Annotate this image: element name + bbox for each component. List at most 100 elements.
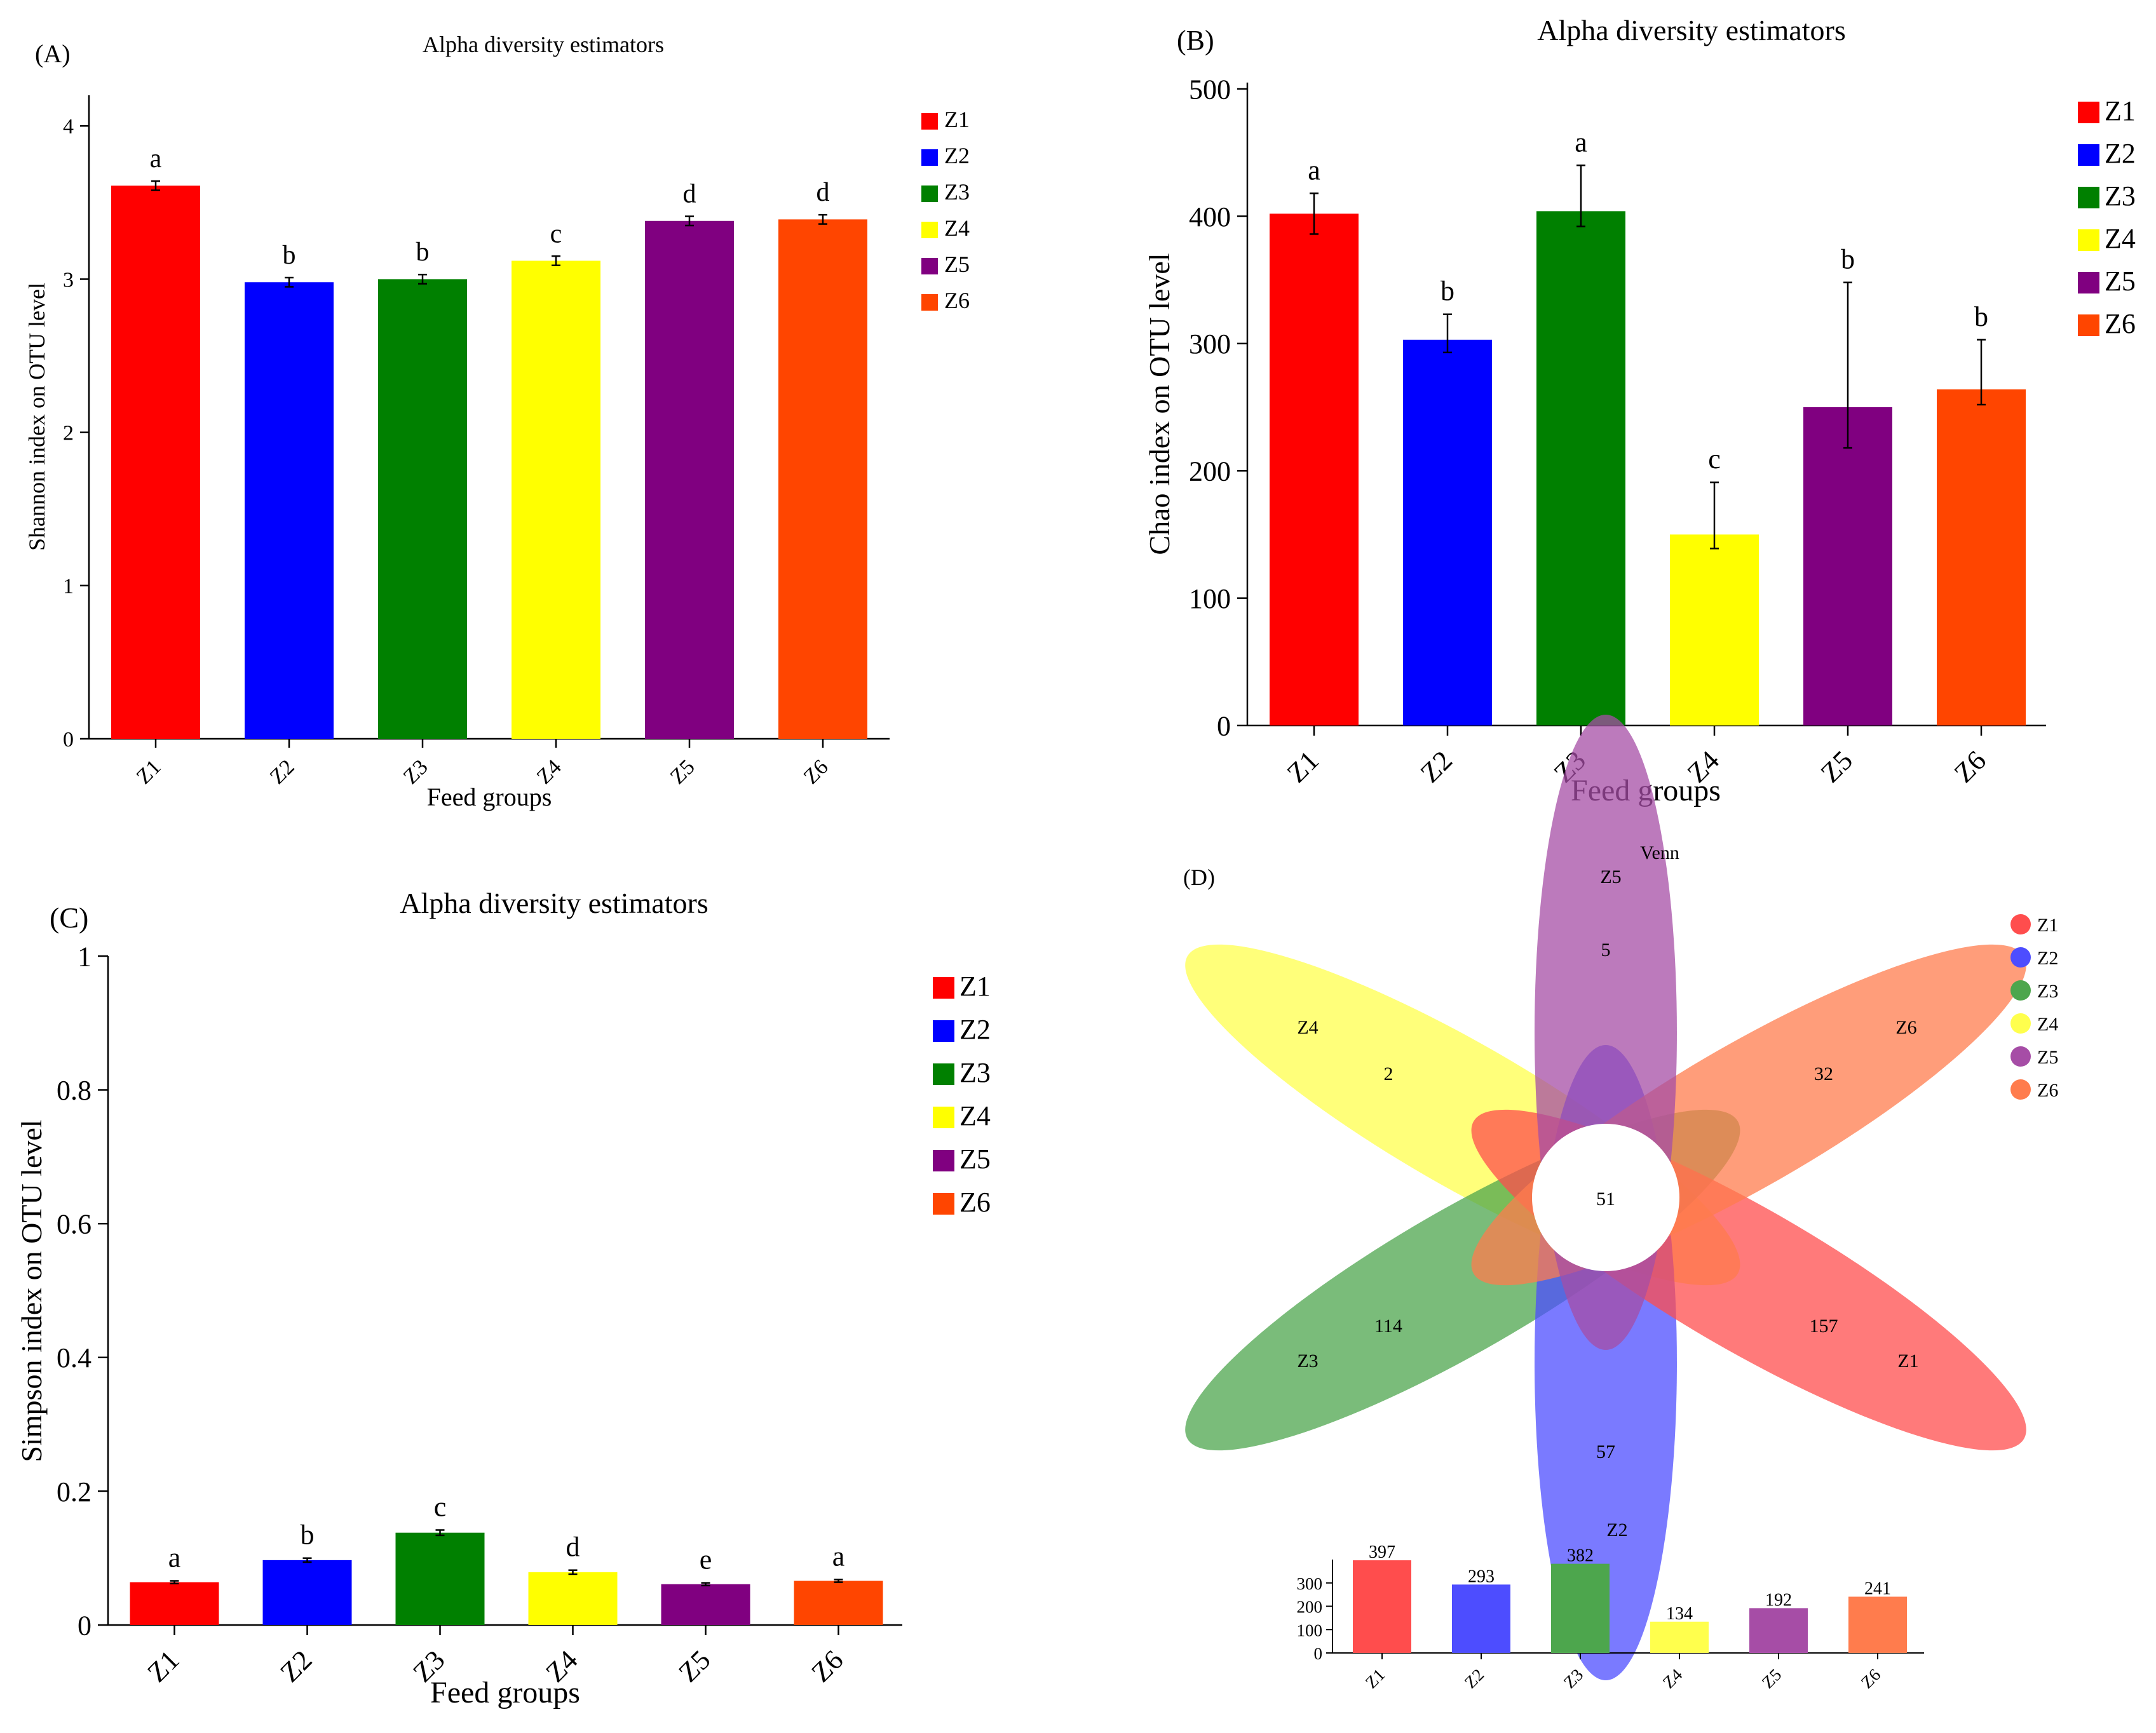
chart-a-bar — [245, 282, 334, 739]
chart-c-significance-label: d — [566, 1532, 580, 1563]
chart-c-bar — [528, 1572, 618, 1625]
venn-set-label: Z2 — [1606, 1520, 1627, 1541]
chart-c-y-tick-label: 0.2 — [57, 1476, 92, 1507]
panel-d-label: (D) — [1183, 865, 1215, 890]
chart-a-legend-label: Z6 — [944, 288, 970, 313]
chart-b-bar — [1536, 211, 1625, 725]
chart-c-y-label: Simpson index on OTU level — [15, 1119, 48, 1462]
chart-c-x-label: Feed groups — [430, 1676, 580, 1709]
chart-b-legend-label: Z3 — [2105, 180, 2136, 212]
venn-legend-marker — [2010, 914, 2031, 934]
chart-a-significance-label: d — [683, 180, 696, 209]
totals-x-tick-label: Z4 — [1659, 1665, 1686, 1692]
chart-c-significance-label: e — [700, 1544, 712, 1575]
totals-x-tick-label: Z2 — [1461, 1665, 1488, 1692]
chart-a-y-tick-label: 0 — [63, 728, 74, 752]
chart-a-legend-swatch — [921, 149, 938, 166]
chart-b-legend-swatch — [2078, 102, 2099, 123]
chart-c-significance-label: b — [301, 1520, 315, 1551]
chart-a-bar — [645, 220, 734, 739]
totals-bar-value: 293 — [1468, 1567, 1495, 1586]
venn-set-label: Z1 — [1897, 1351, 1918, 1372]
chart-b-legend-label: Z1 — [2105, 95, 2136, 126]
chart-c-bar — [395, 1532, 485, 1625]
totals-bar — [1749, 1608, 1808, 1653]
totals-bar — [1848, 1596, 1907, 1653]
venn-legend-marker — [2010, 1046, 2031, 1067]
chart-c-bar — [262, 1560, 352, 1625]
chart-c-legend-swatch — [933, 1020, 954, 1042]
chart-c-title: Alpha diversity estimators — [400, 887, 708, 919]
chart-b-bar — [1403, 339, 1492, 725]
chart-b-bar — [1803, 407, 1892, 725]
totals-bar-value: 134 — [1666, 1604, 1693, 1624]
totals-bar — [1353, 1560, 1411, 1653]
chart-b-x-tick-label: Z1 — [1281, 745, 1325, 788]
chart-a-legend-label: Z4 — [944, 215, 970, 241]
chart-b-legend-swatch — [2078, 229, 2099, 251]
chart-b-significance-label: b — [1441, 276, 1454, 307]
chart-a-legend-label: Z2 — [944, 143, 970, 168]
chart-a-legend-label: Z5 — [944, 252, 970, 277]
panel-b-label: (B) — [1177, 25, 1214, 56]
venn-legend-marker — [2010, 980, 2031, 1001]
chart-a-significance-label: d — [817, 178, 830, 207]
venn-legend-label: Z1 — [2037, 915, 2058, 936]
totals-x-tick-label: Z5 — [1758, 1665, 1785, 1692]
totals-bar-value: 192 — [1765, 1590, 1792, 1610]
chart-a-y-tick-label: 3 — [63, 268, 74, 292]
totals-bar — [1650, 1621, 1709, 1653]
chart-c-legend-swatch — [933, 1193, 954, 1215]
chart-a-y-tick-label: 4 — [63, 115, 74, 138]
venn-unique-count: 32 — [1814, 1063, 1833, 1084]
chart-a-significance-label: a — [150, 144, 162, 173]
chart-c-legend-label: Z6 — [959, 1187, 991, 1218]
chart-a-x-tick-label: Z1 — [132, 755, 166, 789]
chart-b-y-tick-label: 500 — [1189, 74, 1231, 105]
totals-y-tick-label: 200 — [1297, 1598, 1323, 1617]
chart-a-bar — [111, 185, 200, 739]
chart-a-legend-swatch — [921, 258, 938, 274]
chart-b-title: Alpha diversity estimators — [1537, 14, 1845, 46]
totals-x-tick-label: Z6 — [1857, 1665, 1884, 1692]
chart-a-y-tick-label: 1 — [63, 575, 74, 598]
chart-b-legend-swatch — [2078, 187, 2099, 208]
totals-x-tick-label: Z3 — [1560, 1665, 1587, 1692]
chart-c-legend-swatch — [933, 977, 954, 999]
chart-a-significance-label: c — [550, 219, 562, 248]
chart-c-bar — [130, 1582, 219, 1625]
chart-a-significance-label: b — [283, 241, 296, 270]
chart-a-legend-label: Z3 — [944, 179, 970, 205]
chart-c-y-tick-label: 0.6 — [57, 1209, 92, 1240]
chart-b-y-tick-label: 400 — [1189, 201, 1231, 233]
venn-unique-count: 2 — [1384, 1063, 1393, 1084]
chart-c-x-tick-label: Z1 — [141, 1644, 185, 1688]
chart-c-x-tick-label: Z6 — [805, 1644, 849, 1688]
chart-chao: 0 100 200 300 400 500 a Z1 b Z2 a Z3 c Z4 b Z5 b Z6 Alpha … — [1143, 14, 2136, 807]
chart-b-bar — [1270, 213, 1359, 725]
venn-set-label: Z6 — [1895, 1017, 1916, 1038]
chart-c-legend-label: Z2 — [959, 1014, 991, 1045]
chart-c-legend-label: Z4 — [959, 1100, 991, 1131]
chart-b-significance-label: a — [1308, 154, 1320, 185]
venn-legend-label: Z4 — [2037, 1014, 2058, 1035]
chart-b-y-tick-label: 0 — [1217, 710, 1231, 741]
chart-b-legend-label: Z4 — [2105, 223, 2136, 254]
venn-set-label: Z4 — [1297, 1017, 1318, 1038]
totals-y-tick-label: 100 — [1297, 1621, 1323, 1640]
chart-b-y-tick-label: 200 — [1189, 456, 1231, 487]
chart-c-legend-swatch — [933, 1107, 954, 1128]
chart-c-legend-swatch — [933, 1150, 954, 1171]
venn-legend-label: Z6 — [2037, 1080, 2058, 1101]
chart-a-legend-label: Z1 — [944, 107, 970, 132]
chart-c-y-tick-label: 1 — [78, 941, 92, 972]
chart-c-y-tick-label: 0.4 — [57, 1342, 92, 1373]
chart-c-bar — [661, 1584, 750, 1625]
venn-unique-count: 114 — [1374, 1316, 1402, 1337]
venn-legend-label: Z3 — [2037, 981, 2058, 1002]
venn-core-count: 51 — [1596, 1189, 1615, 1210]
chart-b-x-tick-label: Z6 — [1948, 745, 1992, 788]
chart-c-legend-label: Z5 — [959, 1143, 991, 1175]
chart-b-significance-label: a — [1575, 126, 1587, 158]
